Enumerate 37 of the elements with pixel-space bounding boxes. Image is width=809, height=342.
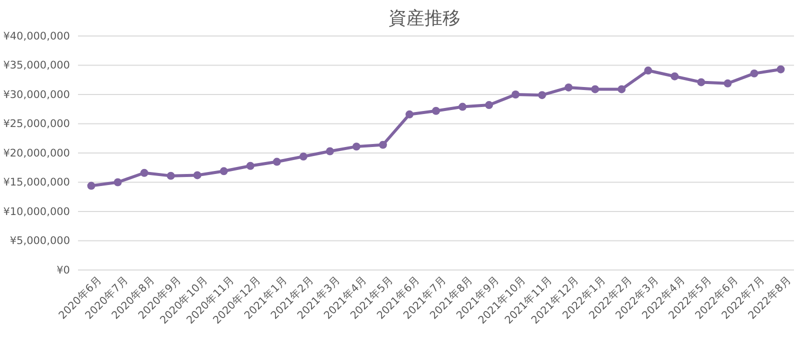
y-tick-label: ¥15,000,000	[3, 176, 70, 189]
point	[193, 171, 202, 180]
y-tick-label: ¥35,000,000	[3, 60, 70, 72]
point	[458, 102, 467, 111]
point	[114, 178, 122, 186]
point	[644, 66, 652, 74]
point	[697, 78, 706, 86]
point	[750, 69, 758, 78]
point	[87, 182, 96, 190]
point	[405, 110, 414, 118]
y-tick-label: ¥5,000,000	[10, 235, 70, 248]
y-tick-label: ¥40,000,000	[3, 30, 70, 42]
point	[140, 168, 148, 177]
point	[378, 140, 387, 149]
point	[485, 101, 494, 110]
y-tick-label: ¥0	[56, 264, 70, 276]
y-tick-label: ¥10,000,000	[3, 206, 70, 218]
point	[166, 172, 175, 180]
point	[564, 84, 573, 92]
point	[776, 65, 785, 74]
point	[512, 90, 520, 98]
point	[724, 79, 732, 88]
point	[299, 152, 308, 160]
point	[326, 147, 334, 156]
point	[220, 167, 228, 176]
point	[618, 85, 626, 94]
point	[352, 142, 360, 151]
y-tick-label: ¥20,000,000	[3, 147, 70, 160]
y-tick-label: ¥25,000,000	[3, 118, 70, 130]
chart-title: 資産推移	[388, 8, 460, 29]
point	[246, 162, 254, 170]
point	[591, 85, 600, 94]
point	[670, 72, 679, 80]
point	[432, 106, 440, 115]
y-tick-label: ¥30,000,000	[3, 88, 70, 101]
point	[538, 91, 546, 100]
point	[272, 158, 281, 166]
